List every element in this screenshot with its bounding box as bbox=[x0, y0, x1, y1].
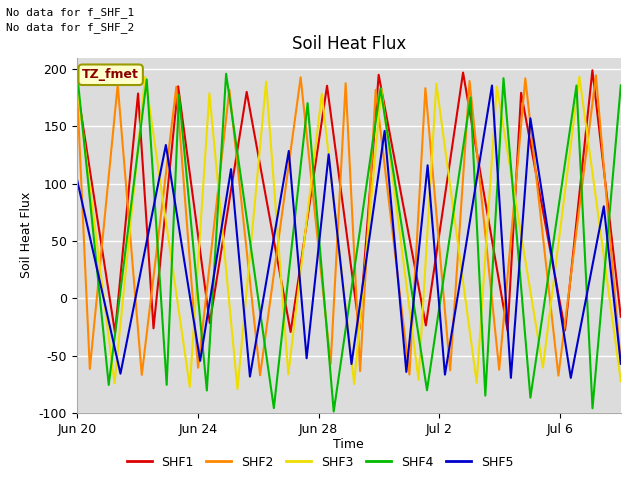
Text: No data for f_SHF_1: No data for f_SHF_1 bbox=[6, 7, 134, 18]
Text: TZ_fmet: TZ_fmet bbox=[82, 68, 139, 81]
Legend: SHF1, SHF2, SHF3, SHF4, SHF5: SHF1, SHF2, SHF3, SHF4, SHF5 bbox=[122, 451, 518, 474]
Y-axis label: Soil Heat Flux: Soil Heat Flux bbox=[20, 192, 33, 278]
Title: Soil Heat Flux: Soil Heat Flux bbox=[292, 35, 406, 53]
Text: No data for f_SHF_2: No data for f_SHF_2 bbox=[6, 22, 134, 33]
X-axis label: Time: Time bbox=[333, 438, 364, 451]
